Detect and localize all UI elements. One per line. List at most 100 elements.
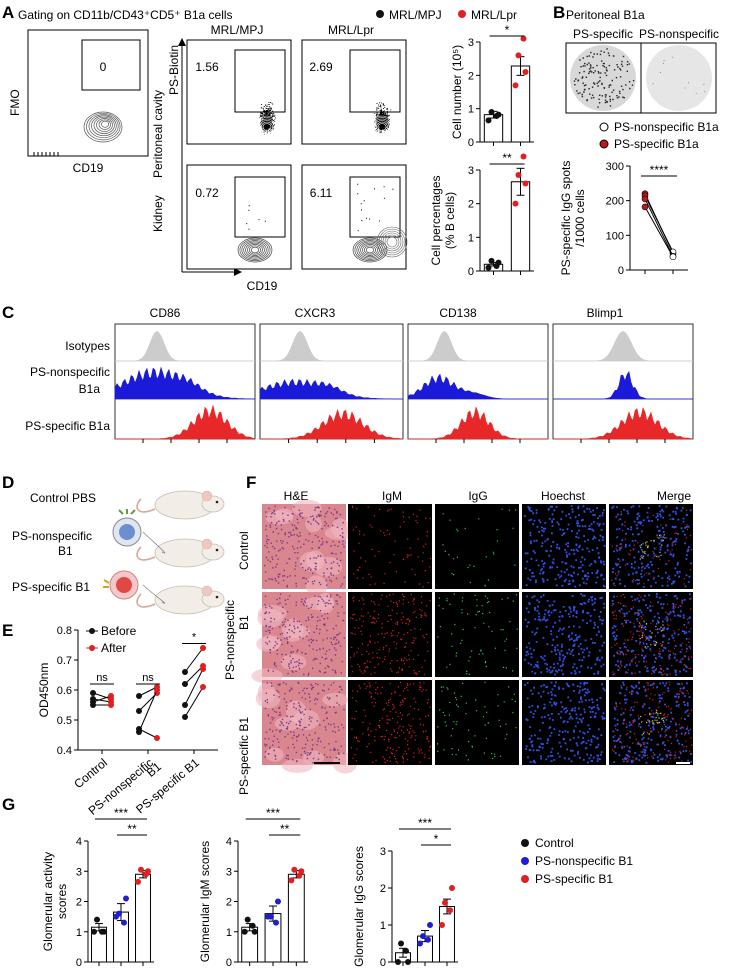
legend-marker-ps-specific-b1 <box>521 875 529 883</box>
microscopy-grid <box>251 499 693 774</box>
fmo-contour <box>33 111 123 156</box>
chart-glomerular-igm: 0 1 2 3 4 Glomerular IgM scores ***** <box>198 806 308 969</box>
bar <box>287 873 305 963</box>
panel-b-title: Peritoneal B1a <box>566 8 645 22</box>
tissue-blob <box>265 747 284 762</box>
data-point <box>182 702 188 708</box>
y-tick-label: 0.5 <box>57 715 72 727</box>
contour-ring <box>358 241 382 259</box>
contour-ring <box>96 118 113 132</box>
flow-gate <box>349 49 401 113</box>
data-point <box>90 696 96 702</box>
tissue-blob <box>331 518 350 539</box>
data-point <box>138 866 144 873</box>
data-point <box>520 35 527 42</box>
data-point <box>200 666 206 672</box>
marker-blimp1: Blimp1 <box>587 306 624 320</box>
data-point <box>641 203 649 211</box>
legend-label-ps-specific-b1a: PS-specific B1a <box>614 137 699 151</box>
contour-ring <box>245 242 265 258</box>
cell-nonspecific-icon <box>112 509 142 547</box>
y-tick-label: 3 <box>76 866 82 878</box>
contour-ring <box>261 121 273 133</box>
y-tick-label: 2 <box>226 897 232 909</box>
y-axis-label: Cell percentages <box>429 175 443 265</box>
y-tick-label: 1 <box>380 920 386 932</box>
bar <box>135 873 151 963</box>
gate-value-1: 1.56 <box>195 60 219 74</box>
data-point <box>136 729 142 735</box>
elispot-dot-group <box>652 56 706 94</box>
flow-gate <box>234 176 286 238</box>
legend-label-ps-nonspecific-b1a: PS-nonspecific B1a <box>614 120 719 134</box>
contour-ring <box>376 121 388 133</box>
histogram-curve <box>114 366 256 400</box>
pair-line <box>138 728 158 739</box>
micrograph-signal <box>611 505 692 588</box>
tissue-blob <box>257 605 287 622</box>
contour-ring <box>374 120 390 134</box>
pair-line <box>644 195 674 253</box>
data-point <box>108 693 114 699</box>
data-point <box>403 947 409 954</box>
data-point <box>515 172 522 179</box>
legend-marker-ps-nonspecific-b1a <box>599 122 609 132</box>
legend-marker-mrl-mpj <box>376 10 384 18</box>
chart-cell-percentages: 0 1 2 3 Cell percentages (% B cells) ** <box>429 151 534 278</box>
y-tick-label: 3 <box>380 846 386 858</box>
col-label-igg: IgG <box>468 489 487 503</box>
data-point <box>244 916 251 923</box>
contour-ring <box>259 120 275 134</box>
data-point <box>288 877 295 884</box>
elispot-well-nonspecific <box>646 45 712 111</box>
data-point <box>182 669 188 675</box>
micrograph-tile <box>435 680 519 765</box>
significance-label: ** <box>502 151 512 165</box>
contour-ring <box>352 237 388 263</box>
contour-ring <box>356 240 384 260</box>
panel-label-d: D <box>2 473 14 492</box>
contour-ring <box>386 236 398 248</box>
data-point <box>241 928 248 935</box>
y-axis-label: Glomerular activity <box>41 852 55 951</box>
contour-ring <box>365 246 375 254</box>
gate-value-2: 2.69 <box>309 60 333 74</box>
micrograph-signal <box>524 681 606 764</box>
panel-label-a: A <box>2 3 14 22</box>
y-tick-label: 2 <box>380 883 386 895</box>
contour-ring <box>241 240 269 260</box>
contour-ring <box>83 111 123 143</box>
y-tick-label: 300 <box>606 161 624 173</box>
tissue-blob <box>251 668 284 684</box>
legend-marker-control <box>521 839 529 847</box>
micrograph-signal <box>442 508 517 587</box>
y-axis-label: Cell number (10⁵) <box>450 45 464 139</box>
row-label-f-ps-nonspecific: PS-nonspecific <box>223 600 237 680</box>
significance-label: *** <box>266 806 280 820</box>
significance-label: **** <box>650 163 669 177</box>
mouse-eye <box>215 548 219 552</box>
y-tick-label: 0 <box>468 137 474 149</box>
pair-line <box>644 198 674 257</box>
micrograph-signal <box>264 681 345 764</box>
micrograph-signal <box>524 505 606 588</box>
fmo-ylabel: FMO <box>8 89 22 116</box>
micrograph-tile <box>348 504 432 589</box>
y-tick-label: 0.4 <box>57 745 72 757</box>
data-point <box>182 714 188 720</box>
contour-ring <box>378 228 406 256</box>
histogram-panels <box>114 323 694 443</box>
pair-line <box>184 647 204 673</box>
y-axis-label: OD450nm <box>37 663 51 718</box>
tissue-blob <box>275 508 294 522</box>
cd19-label: CD19 <box>247 279 278 293</box>
data-point <box>398 940 404 947</box>
pair-line <box>138 689 158 733</box>
contour-ring <box>237 237 273 263</box>
data-point <box>641 195 649 203</box>
data-point <box>417 940 423 947</box>
row-label-f-b1: B1 <box>237 615 251 630</box>
tissue-blob <box>282 758 313 773</box>
chart-cell-number: 0 1 2 3 Cell number (10⁵) * <box>450 23 534 149</box>
col-label-hoechst: Hoechst <box>541 489 586 503</box>
